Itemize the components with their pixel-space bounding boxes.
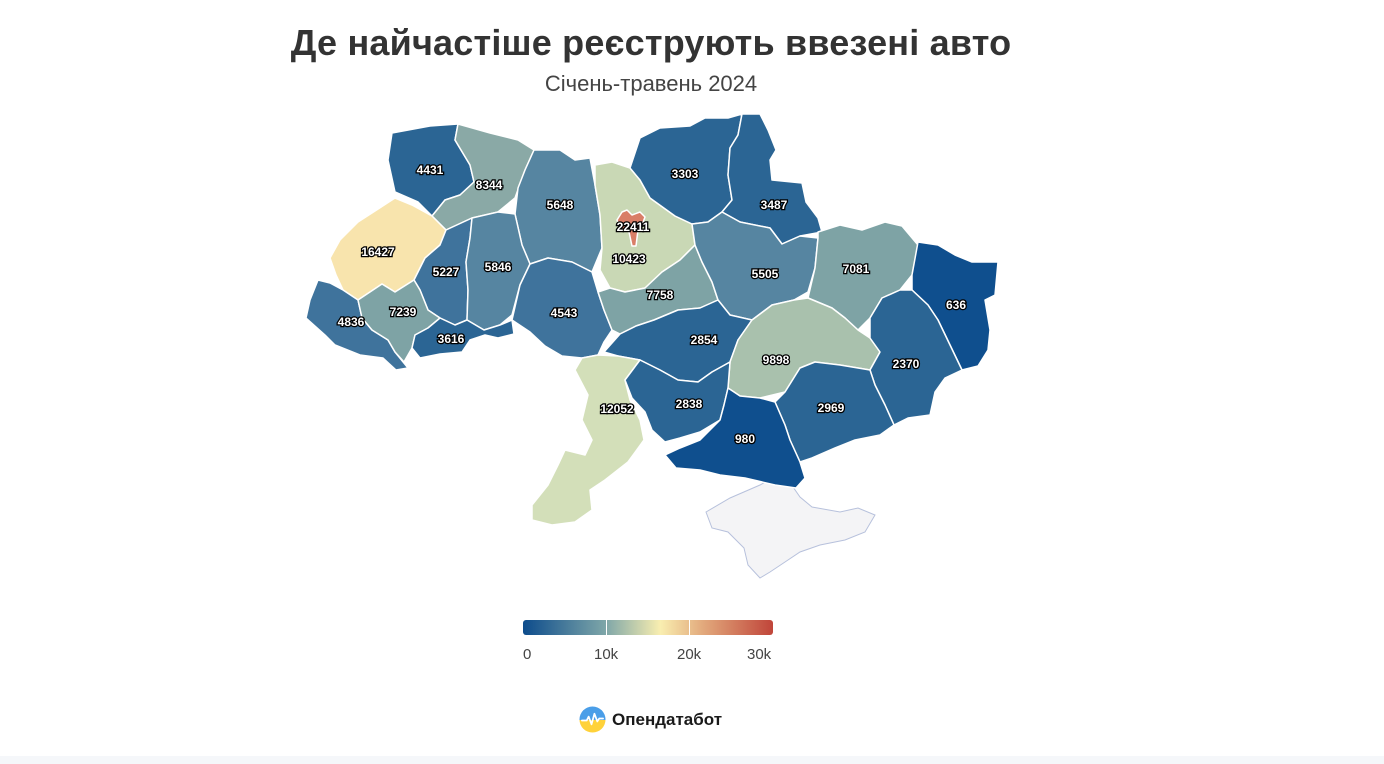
region-value-rivne: 8344 [476, 178, 503, 192]
map-title: Де найчастіше реєструють ввезені авто [290, 22, 1012, 63]
region-kherson [664, 387, 806, 489]
region-vinnytsia [511, 257, 613, 359]
region-value-ivano-frankivsk: 7239 [390, 305, 417, 319]
region-kyiv-city [616, 209, 646, 247]
region-value-poltava: 5505 [752, 267, 779, 281]
region-value-chernivtsi: 3616 [438, 332, 465, 346]
region-value-odesa: 12052 [600, 402, 634, 416]
region-crimea [705, 474, 876, 579]
region-value-kherson: 980 [735, 432, 755, 446]
region-value-kirovohrad: 2854 [691, 333, 718, 347]
region-value-zakarpattia: 4836 [338, 315, 365, 329]
region-khmelnytskyi [465, 211, 531, 331]
legend-tick-0: 0 [523, 646, 532, 663]
legend-tick-20k: 20k [677, 646, 702, 663]
footer-strip [0, 756, 1384, 764]
region-value-chernihiv: 3303 [672, 167, 699, 181]
legend-tick-30k: 30k [747, 646, 772, 663]
legend-divider [606, 620, 607, 635]
legend-tick-10k: 10k [594, 646, 619, 663]
region-poltava [691, 211, 819, 321]
region-value-kyiv-oblast: 10423 [612, 252, 646, 266]
region-value-donetsk: 2370 [893, 357, 920, 371]
region-value-zhytomyr: 5648 [547, 198, 574, 212]
region-value-volyn: 4431 [417, 163, 444, 177]
region-value-dnipropetrovsk: 9898 [763, 353, 790, 367]
brand-name: Опендатабот [612, 709, 723, 729]
opendatabot-logo-icon [579, 706, 606, 733]
region-value-cherkasy: 7758 [647, 288, 674, 302]
region-value-vinnytsia: 4543 [551, 306, 578, 320]
region-zakarpattia [305, 279, 409, 371]
region-sumy [721, 113, 823, 245]
region-value-lviv: 16427 [361, 245, 395, 259]
region-value-zaporizhzhia: 2969 [818, 401, 845, 415]
region-value-kyiv-city: 22411 [617, 220, 650, 234]
region-value-ternopil: 5227 [433, 265, 460, 279]
region-value-luhansk: 636 [946, 298, 966, 312]
region-value-khmelnytskyi: 5846 [485, 260, 512, 274]
brand: Опендатабот [579, 706, 722, 733]
region-chernivtsi [411, 317, 515, 359]
region-value-labels: 4431 8344 5648 10423 22411 3303 3487 16427 5227 5… [336, 162, 967, 448]
region-value-kharkiv: 7081 [843, 262, 870, 276]
legend-divider [689, 620, 690, 635]
region-value-sumy: 3487 [761, 198, 788, 212]
map-subtitle: Січень-травень 2024 [544, 71, 758, 96]
color-scale-bar [523, 620, 773, 635]
region-value-mykolaiv: 2838 [676, 397, 703, 411]
